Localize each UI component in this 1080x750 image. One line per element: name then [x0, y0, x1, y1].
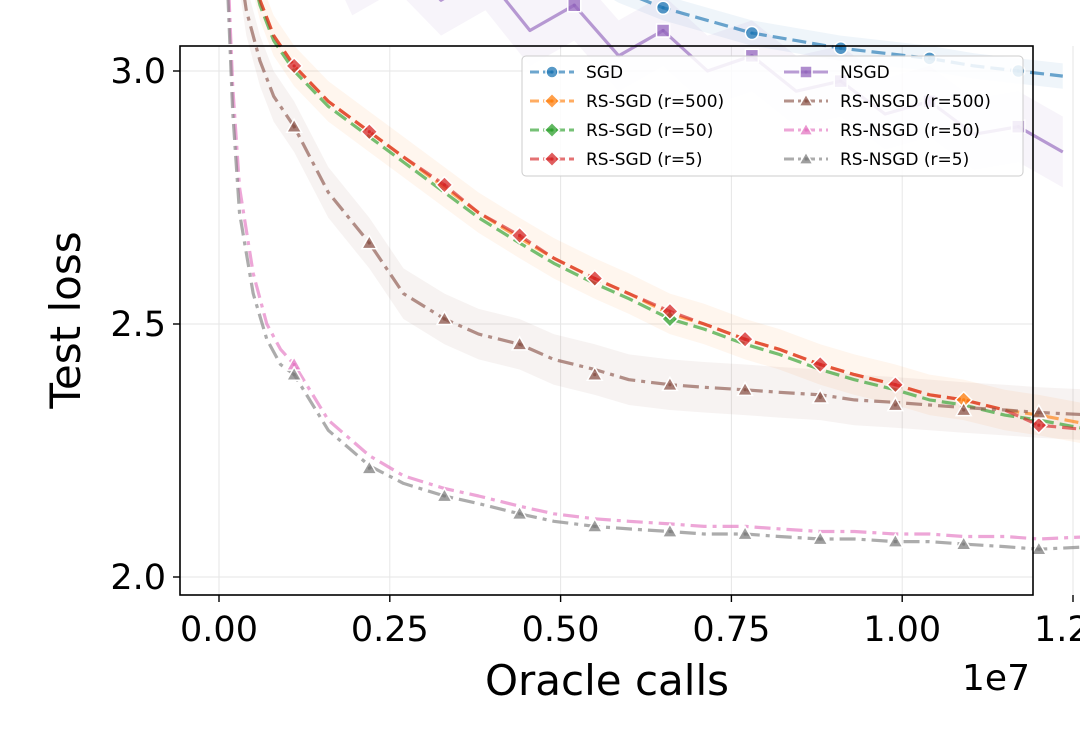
marker-nsgd-center — [572, 3, 576, 7]
x-tick-label: 0.75 — [692, 610, 770, 650]
legend-label-rs-nsgd-r-5: RS-NSGD (r=5) — [840, 150, 969, 170]
legend-marker-rs-sgd-r-50-center — [550, 128, 554, 132]
legend-label-rs-sgd-r-500: RS-SGD (r=500) — [586, 92, 724, 112]
x-tick-label: 0.50 — [522, 610, 600, 650]
marker-rs-nsgd-r-500-center — [668, 383, 672, 387]
marker-rs-nsgd-r-5-center — [818, 537, 822, 541]
marker-rs-nsgd-r-5-center — [1037, 547, 1041, 551]
legend-marker-rs-nsgd-r-5-center — [804, 157, 808, 161]
x-tick-label: 0.25 — [351, 610, 429, 650]
x-axis-offset-label: 1e7 — [962, 658, 1030, 699]
x-tick-label: 1.00 — [863, 610, 941, 650]
y-tick-label: 2.5 — [110, 305, 166, 345]
marker-rs-sgd-r-500-center — [962, 398, 966, 402]
marker-rs-sgd-r-5-center — [668, 309, 672, 313]
marker-sgd-center — [839, 46, 843, 50]
marker-rs-nsgd-r-5-center — [743, 532, 747, 536]
marker-rs-nsgd-r-5-center — [962, 542, 966, 546]
marker-rs-nsgd-r-500-center — [442, 317, 447, 321]
legend-marker-nsgd-center — [804, 70, 808, 74]
marker-rs-sgd-r-5-center — [1037, 423, 1041, 427]
marker-rs-nsgd-r-500-center — [367, 241, 371, 245]
legend-label-rs-nsgd-r-50: RS-NSGD (r=50) — [840, 121, 980, 141]
legend-marker-sgd-center — [550, 70, 554, 74]
marker-rs-nsgd-r-500-center — [818, 395, 822, 399]
legend-marker-rs-nsgd-r-50-center — [804, 128, 808, 132]
y-tick-label: 3.0 — [110, 52, 166, 92]
legend-label-rs-nsgd-r-500: RS-NSGD (r=500) — [840, 92, 991, 112]
band-rs-nsgd-r-500 — [240, 0, 1080, 440]
marker-rs-sgd-r-5-center — [518, 233, 522, 238]
x-axis-label: Oracle calls — [485, 656, 729, 705]
plot-frame — [179, 45, 1034, 596]
legend: SGD RS-SGD (r=500) RS-SGD (r=50) RS-SGD (r=… — [521, 55, 1024, 177]
marker-rs-nsgd-r-5-center — [668, 529, 672, 534]
marker-rs-sgd-r-5-center — [593, 276, 597, 281]
marker-sgd-center — [750, 31, 754, 35]
band-rs-sgd-r-500 — [254, 0, 1080, 443]
ticks: 0.000.250.500.751.001.252.02.53.03.54.0 — [110, 52, 1080, 650]
marker-nsgd-center — [661, 28, 665, 33]
marker-rs-nsgd-r-500-center — [518, 342, 522, 346]
legend-marker-rs-sgd-r-5-center — [550, 157, 554, 161]
marker-rs-sgd-r-5-center — [893, 383, 897, 387]
series-line-rs-nsgd-r-50 — [227, 0, 1080, 541]
marker-rs-sgd-r-5-center — [818, 362, 822, 367]
legend-box — [521, 55, 1024, 177]
marker-rs-sgd-r-5-center — [367, 130, 371, 134]
marker-rs-nsgd-r-50-center — [292, 362, 296, 367]
marker-rs-sgd-r-5-center — [442, 183, 447, 187]
legend-label-nsgd: NSGD — [840, 63, 890, 83]
marker-sgd-center — [661, 6, 665, 10]
marker-rs-nsgd-r-5-center — [442, 494, 447, 498]
marker-rs-nsgd-r-500-center — [893, 403, 897, 407]
y-tick-label: 2.0 — [110, 558, 166, 598]
x-tick-label: 0.00 — [180, 610, 258, 650]
x-tick-label: 1.25 — [1034, 610, 1080, 650]
legend-marker-rs-sgd-r-500-center — [550, 99, 554, 103]
legend-label-rs-sgd-r-5: RS-SGD (r=5) — [586, 150, 703, 170]
marker-rs-nsgd-r-500-center — [292, 125, 296, 129]
series-line-rs-nsgd-r-5 — [226, 0, 1080, 551]
marker-rs-nsgd-r-500-center — [593, 373, 597, 377]
legend-marker-rs-nsgd-r-500-center — [804, 99, 808, 103]
marker-rs-nsgd-r-500-center — [1037, 410, 1041, 415]
marker-rs-nsgd-r-5-center — [893, 539, 897, 544]
legend-label-rs-sgd-r-50: RS-SGD (r=50) — [586, 121, 713, 141]
marker-rs-nsgd-r-500-center — [743, 388, 747, 392]
marker-rs-nsgd-r-5-center — [367, 466, 371, 470]
y-axis-label: Test loss — [41, 231, 90, 409]
marker-rs-nsgd-r-500-center — [962, 408, 966, 412]
marker-rs-sgd-r-5-center — [743, 337, 747, 341]
marker-rs-sgd-r-5-center — [292, 64, 296, 68]
marker-rs-nsgd-r-5-center — [518, 512, 522, 516]
series-line-rs-nsgd-r-500 — [243, 0, 1080, 417]
marker-rs-nsgd-r-5-center — [292, 373, 296, 377]
marker-rs-nsgd-r-5-center — [593, 524, 597, 529]
legend-label-sgd: SGD — [586, 63, 623, 83]
